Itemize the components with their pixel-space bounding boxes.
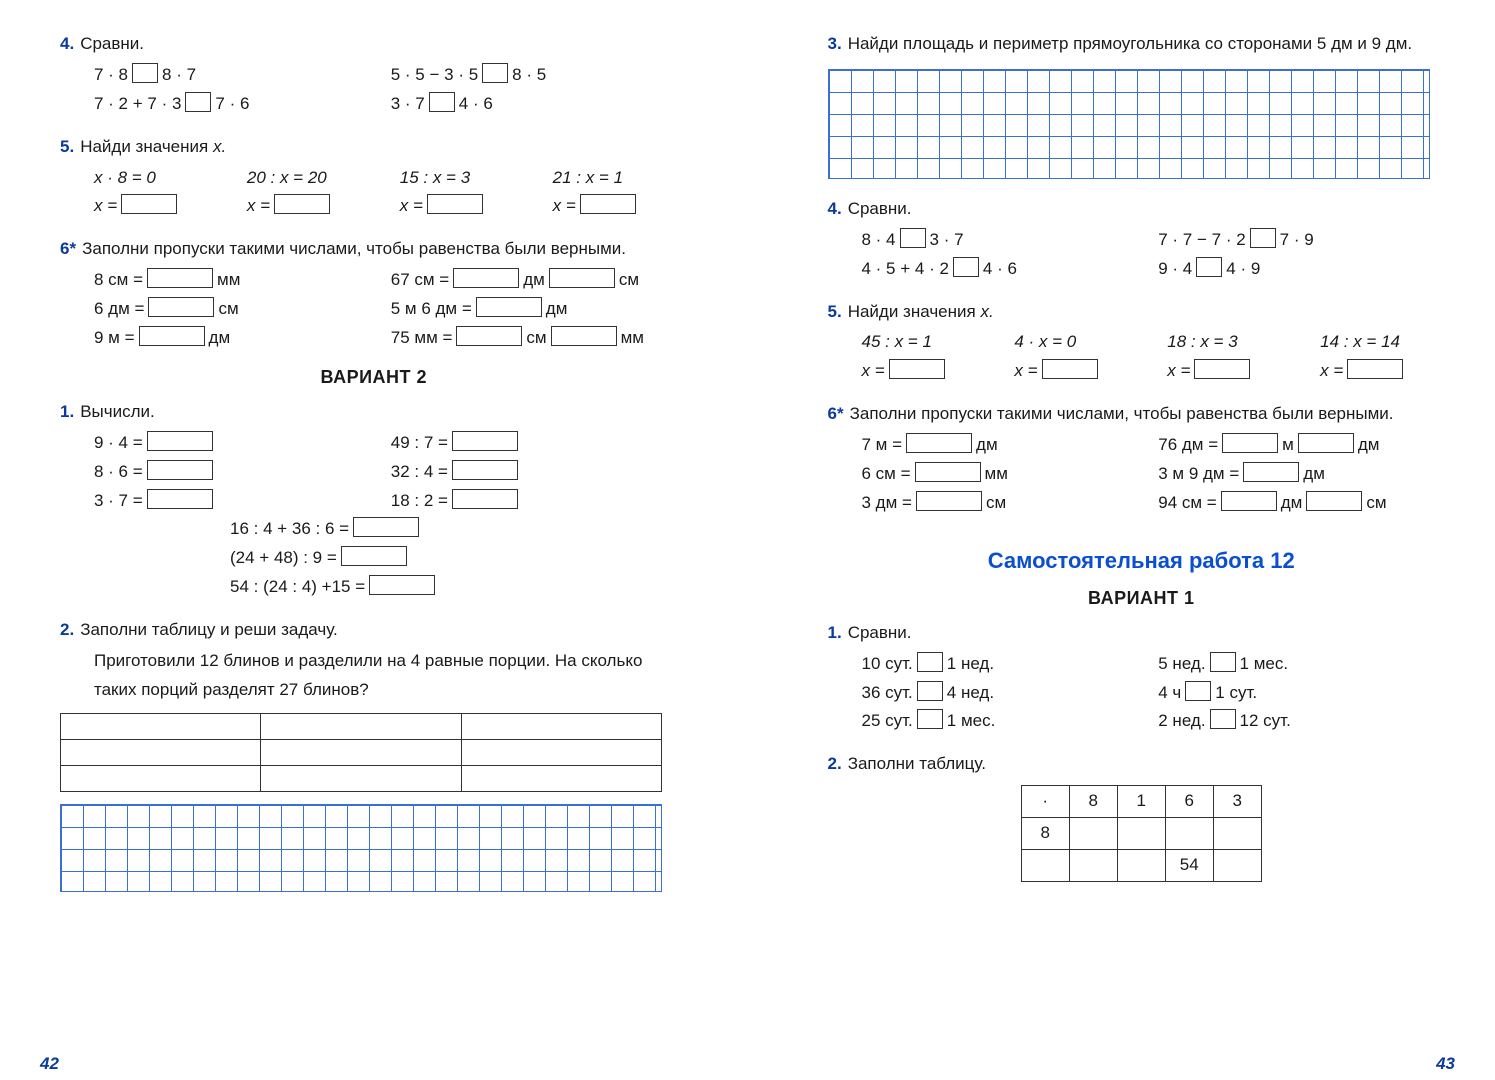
task-4-left: 4.Сравни. 7 · 88 · 7 5 · 5 − 3 · 58 · 5 … [60,30,688,119]
page-number-left: 42 [40,1054,59,1074]
page-right: 3.Найди площадь и периметр прямоугольник… [748,0,1495,1080]
task-5-num: 5. [60,137,74,156]
compare-box[interactable] [1196,257,1222,277]
answer-box[interactable] [274,194,330,214]
task-4-num: 4. [60,34,74,53]
task-2-v1: 2.Заполни таблицу. · 8 1 6 3 8 54 [828,750,1456,882]
multiplication-table[interactable]: · 8 1 6 3 8 54 [1021,785,1262,882]
work-grid[interactable] [60,804,662,892]
table-cell[interactable] [1021,850,1069,882]
answer-box[interactable] [427,194,483,214]
table-cell[interactable] [1069,850,1117,882]
compare-box[interactable] [482,63,508,83]
answer-box[interactable] [453,268,519,288]
table-cell[interactable] [1117,818,1165,850]
work-12-title: Самостоятельная работа 12 [828,548,1456,574]
task-6-num: 6 [60,239,76,258]
task-4-title: Сравни. [80,34,144,53]
answer-box[interactable] [452,489,518,509]
answer-box[interactable] [1042,359,1098,379]
table-cell[interactable] [1213,818,1261,850]
task-5-right: 5.Найди значения x. 45 : x = 1x = 4 · x … [828,298,1456,387]
compare-box[interactable] [1210,652,1236,672]
answer-box[interactable] [580,194,636,214]
answer-box[interactable] [1243,462,1299,482]
answer-box[interactable] [551,326,617,346]
task-4-right: 4.Сравни. 8 · 43 · 7 7 · 7 − 7 · 27 · 9 … [828,195,1456,284]
task-1-v1: 1.Сравни. 10 сут.1 нед. 36 сут.4 нед. 25… [828,619,1456,737]
answer-box[interactable] [1221,491,1277,511]
compare-box[interactable] [185,92,211,112]
compare-box[interactable] [917,652,943,672]
answer-box[interactable] [452,431,518,451]
answer-box[interactable] [147,268,213,288]
variant-1-heading: ВАРИАНТ 1 [828,588,1456,609]
answer-box[interactable] [1222,433,1278,453]
compare-box[interactable] [132,63,158,83]
compare-box[interactable] [953,257,979,277]
answer-box[interactable] [147,460,213,480]
task-6-left: 6 Заполни пропуски такими числами, чтобы … [60,235,688,353]
answer-box[interactable] [353,517,419,537]
answer-box[interactable] [341,546,407,566]
task-1-v2: 1.Вычисли. 9 · 4 = 8 · 6 = 3 · 7 = 49 : … [60,398,688,602]
task-6-right: 6Заполни пропуски такими числами, чтобы … [828,400,1456,518]
compare-box[interactable] [917,709,943,729]
page-number-right: 43 [1436,1054,1455,1074]
answer-box[interactable] [889,359,945,379]
table-cell[interactable] [1117,850,1165,882]
answer-box[interactable] [916,491,982,511]
answer-box[interactable] [1306,491,1362,511]
table-cell[interactable] [1069,818,1117,850]
task-2-text: Приготовили 12 блинов и разделили на 4 р… [60,647,688,705]
task-6-title: Заполни пропуски такими числами, чтобы р… [82,239,626,258]
task-3-right: 3.Найди площадь и периметр прямоугольник… [828,30,1456,179]
compare-box[interactable] [900,228,926,248]
answer-box[interactable] [148,297,214,317]
answer-box[interactable] [915,462,981,482]
answer-box[interactable] [369,575,435,595]
compare-box[interactable] [1185,681,1211,701]
word-problem-table[interactable] [60,713,662,792]
answer-box[interactable] [1347,359,1403,379]
compare-box[interactable] [1250,228,1276,248]
answer-box[interactable] [906,433,972,453]
answer-box[interactable] [147,431,213,451]
answer-box[interactable] [1194,359,1250,379]
task-5-left: 5.Найди значения x. x · 8 = 0x = 20 : x … [60,133,688,222]
answer-box[interactable] [1298,433,1354,453]
variant-2-heading: ВАРИАНТ 2 [60,367,688,388]
compare-box[interactable] [917,681,943,701]
answer-box[interactable] [452,460,518,480]
answer-box[interactable] [476,297,542,317]
answer-box[interactable] [456,326,522,346]
answer-box[interactable] [147,489,213,509]
task-2-v2: 2.Заполни таблицу и реши задачу. Пригото… [60,616,688,892]
page-left: 4.Сравни. 7 · 88 · 7 5 · 5 − 3 · 58 · 5 … [0,0,748,1080]
answer-box[interactable] [121,194,177,214]
table-cell[interactable] [1165,818,1213,850]
compare-box[interactable] [429,92,455,112]
compare-box[interactable] [1210,709,1236,729]
work-grid[interactable] [828,69,1430,179]
answer-box[interactable] [549,268,615,288]
answer-box[interactable] [139,326,205,346]
table-cell[interactable] [1213,850,1261,882]
